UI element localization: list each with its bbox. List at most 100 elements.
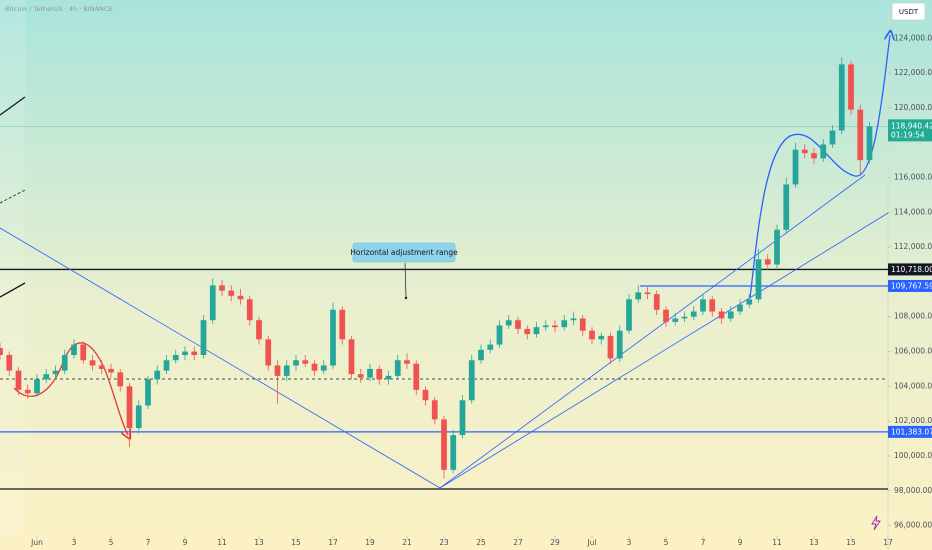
candle-body: [6, 355, 13, 371]
candle-body: [700, 299, 706, 312]
candle-body: [709, 299, 716, 312]
level-label-box: [888, 263, 932, 276]
x-tick-label: 15: [846, 538, 856, 547]
y-tick-label: 122,000.00: [894, 68, 932, 77]
annotation-pointer: [404, 262, 407, 298]
candle-body: [293, 360, 299, 366]
candle-body: [681, 316, 688, 319]
y-tick-label: 102,000.00: [894, 416, 932, 425]
candle-body: [478, 349, 484, 361]
candle-body: [385, 375, 392, 380]
trend-line: [0, 282, 26, 298]
candle-body: [228, 290, 235, 296]
candle-body: [394, 360, 401, 376]
candle-body: [163, 360, 170, 371]
candle-body: [663, 309, 669, 322]
x-tick-label: 5: [664, 538, 669, 547]
candle-body: [829, 130, 836, 145]
candle-body: [542, 325, 549, 328]
y-tick-label: 100,000.00: [894, 451, 932, 460]
candles: [0, 57, 873, 479]
currency-label[interactable]: USDT: [899, 8, 919, 16]
candle-body: [422, 389, 429, 401]
trend-line: [439, 174, 866, 489]
candle-body: [200, 320, 207, 356]
y-tick-label: 104,000.00: [894, 381, 932, 390]
candle-body: [413, 363, 420, 390]
candle-body: [339, 309, 346, 340]
level-label-box: [888, 425, 932, 438]
candle-body: [43, 374, 50, 380]
candle-body: [89, 360, 96, 366]
candle-body: [496, 325, 503, 345]
candle-body: [598, 335, 605, 340]
candle-body: [256, 320, 262, 340]
x-tick-label: 11: [217, 538, 227, 547]
candle-body: [552, 325, 558, 328]
y-tick-label: 116,000.00: [894, 173, 932, 182]
trend-line: [439, 212, 889, 489]
x-tick-label: 9: [738, 538, 743, 547]
x-tick-label: 5: [109, 538, 114, 547]
candle-body: [154, 370, 161, 380]
x-tick-label: 13: [809, 538, 819, 547]
candle-body: [570, 318, 577, 321]
y-tick-label: 108,000.00: [894, 312, 932, 321]
candle-body: [330, 309, 336, 366]
candle-body: [792, 149, 799, 185]
x-tick-label: 3: [627, 538, 632, 547]
x-tick-label: 13: [254, 538, 264, 547]
x-tick-label: 3: [72, 538, 77, 547]
candle-body: [320, 365, 327, 371]
candle-body: [468, 360, 475, 401]
currency-box[interactable]: [891, 2, 926, 21]
candle-body: [431, 400, 438, 420]
candle-body: [866, 126, 873, 161]
candle-body: [533, 327, 540, 335]
level-label: 109,767.59: [891, 281, 932, 290]
candle-body: [311, 363, 318, 371]
x-tick-label: 17: [328, 538, 338, 547]
candle-body: [357, 374, 364, 378]
candle-body: [265, 339, 272, 366]
y-tick-label: 114,000.00: [894, 207, 932, 216]
candle-body: [764, 259, 771, 265]
candle-body: [219, 285, 225, 291]
left-strip: [0, 0, 25, 536]
y-tick-label: 120,000.00: [894, 103, 932, 112]
candle-body: [0, 348, 3, 356]
x-tick-label: 7: [701, 538, 706, 547]
candle-body: [727, 311, 734, 319]
symbol-title: Bitcoin / TetherUS · 4h · BINANCE: [5, 5, 113, 13]
x-tick-label: 29: [550, 538, 560, 547]
candle-body: [209, 285, 216, 321]
candle-body: [117, 372, 124, 387]
candle-body: [857, 109, 864, 161]
candle-body: [487, 344, 494, 350]
annotation-box: [352, 242, 456, 263]
y-tick-label: 112,000.00: [894, 242, 932, 251]
candle-body: [635, 292, 642, 300]
candle-body: [774, 229, 780, 265]
annotation-point: [404, 296, 408, 300]
candle-body: [515, 320, 521, 329]
candle-body: [172, 355, 179, 361]
level-label-box: [888, 279, 932, 292]
alert-icon[interactable]: [871, 515, 881, 531]
candle-body: [191, 351, 198, 356]
candle-body: [302, 360, 309, 364]
candle-body: [579, 318, 586, 331]
candle-body: [283, 365, 290, 376]
candle-body: [737, 304, 743, 312]
level-label: 110,718.00: [891, 265, 932, 274]
candle-body: [459, 400, 466, 436]
candle-body: [108, 368, 114, 373]
candle-body: [182, 351, 188, 356]
candle-body: [848, 64, 854, 110]
candle-body: [746, 299, 753, 305]
candle-body: [811, 153, 817, 159]
candle-body: [755, 259, 762, 300]
last-price-box: [888, 119, 932, 142]
